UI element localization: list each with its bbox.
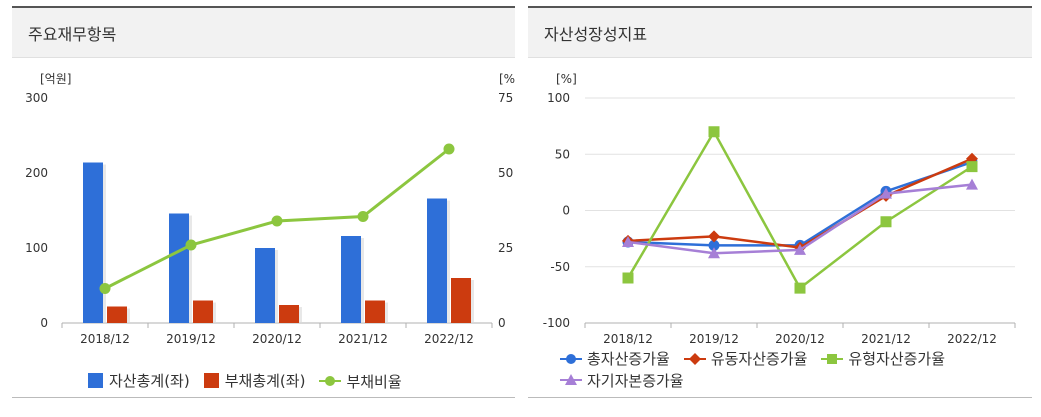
y-tick-label-right: 50 [498,166,513,180]
data-point [794,243,806,255]
data-point [966,161,978,173]
bar [255,248,275,323]
financial-items-chart: [억원] [%] 0 100 200 300 0 25 50 75 2018/12 2019/12 20… [25,72,515,346]
bar [193,300,213,323]
y-axis-unit: [%] [556,72,577,86]
data-point [708,230,720,243]
y-axis-unit-left: [억원] [40,72,71,86]
panel-title: 주요재무항목 [12,8,515,58]
y-tick-label-right: 0 [498,316,506,330]
diamond-marker-icon [688,352,701,365]
bar [341,236,361,323]
data-point [794,282,806,294]
financial-items-chart-area: [억원] [%] 0 100 200 300 0 25 50 75 2018/12 2019/12 20… [12,58,515,397]
y-tick-label-left: 300 [25,91,48,105]
asset-growth-chart: [%] 100 50 0 -50 -100 2018/12 2019/12 2020/12 202… [543,72,1016,346]
x-tick-label: 2022/12 [424,332,474,346]
x-tick-label: 2021/12 [338,332,388,346]
data-point [708,247,720,259]
legend-item[interactable]: 자산총계(좌) [88,370,190,391]
legend-item[interactable]: 자기자본증가율 [560,370,684,391]
x-tick-label: 2019/12 [689,332,739,346]
bar [365,300,385,323]
legend-item[interactable]: 유형자산증가율 [821,348,945,369]
square-marker-icon [827,353,838,364]
data-point [880,187,892,199]
y-tick-label: -50 [550,260,570,274]
y-tick-label-left: 0 [40,316,48,330]
legend-line-marker [560,352,582,366]
y-tick-label-left: 100 [25,241,48,255]
legend-item[interactable]: 유동자산증가율 [683,348,808,369]
series-line [626,129,973,291]
legend-label: 부채총계(좌) [224,372,306,390]
data-point [708,239,720,251]
panel-title: 자산성장성지표 [528,8,1032,58]
bar [427,198,447,323]
x-tick-label: 2020/12 [252,332,302,346]
y-axis-unit-right: [%] [499,72,515,86]
legend-label: 부채비율 [346,372,402,391]
legend-line-marker [560,373,582,387]
triangle-marker-icon [565,374,577,385]
bar [451,278,471,323]
legend-line-marker [683,352,706,366]
x-tick-label: 2018/12 [80,332,130,346]
bar [107,306,127,323]
legend-item[interactable]: 부채비율 [319,371,402,392]
asset-growth-panel: 자산성장성지표 [%] 100 50 0 -50 -100 2018/12 2019/12 20… [528,6,1032,398]
financial-items-legend: 자산총계(좌) 부채총계(좌) 부채비율 [88,370,416,392]
data-point [622,272,634,284]
data-point [880,216,892,228]
legend-label: 유동자산증가율 [710,350,808,368]
circle-marker-icon [566,353,576,364]
y-tick-label-right: 25 [498,241,513,255]
y-tick-label: -100 [543,316,570,330]
legend-label: 총자산증가율 [587,350,670,368]
bar [279,305,299,323]
legend-item[interactable]: 총자산증가율 [560,348,670,369]
legend-line-marker [319,374,342,388]
x-tick-label: 2022/12 [947,332,997,346]
legend-swatch [203,373,219,388]
series-line [627,160,973,247]
data-point [708,126,720,138]
data-point [966,178,978,190]
y-tick-label: 100 [547,91,570,105]
x-tick-label: 2021/12 [861,332,911,346]
legend-label: 자기자본증가율 [587,371,684,390]
data-point [271,215,283,227]
data-point [99,283,111,294]
y-tick-label-left: 200 [25,166,48,180]
data-point [185,239,197,251]
data-point [443,143,455,155]
asset-growth-chart-area: [%] 100 50 0 -50 -100 2018/12 2019/12 2020/12 202… [528,58,1032,397]
legend-label: 유형자산증가율 [848,350,946,368]
legend-label: 자산총계(좌) [109,372,190,390]
bar [83,162,103,323]
x-tick-label: 2020/12 [775,332,825,346]
bar [169,213,189,323]
series-line [627,157,973,249]
legend-swatch [88,373,103,388]
y-tick-label-right: 75 [498,91,513,105]
financial-items-panel: 주요재무항목 [억원] [%] 0 100 200 300 0 25 50 75 2018/12 20… [12,6,515,398]
y-tick-label: 50 [555,147,570,161]
data-point [622,236,634,247]
x-tick-label: 2019/12 [166,332,216,346]
legend-item[interactable]: 부채총계(좌) [203,370,306,391]
circle-marker-icon [325,376,336,386]
y-tick-label: 0 [562,204,570,218]
data-point [357,211,369,222]
x-tick-label: 2018/12 [603,332,653,346]
legend-line-marker [821,352,844,366]
